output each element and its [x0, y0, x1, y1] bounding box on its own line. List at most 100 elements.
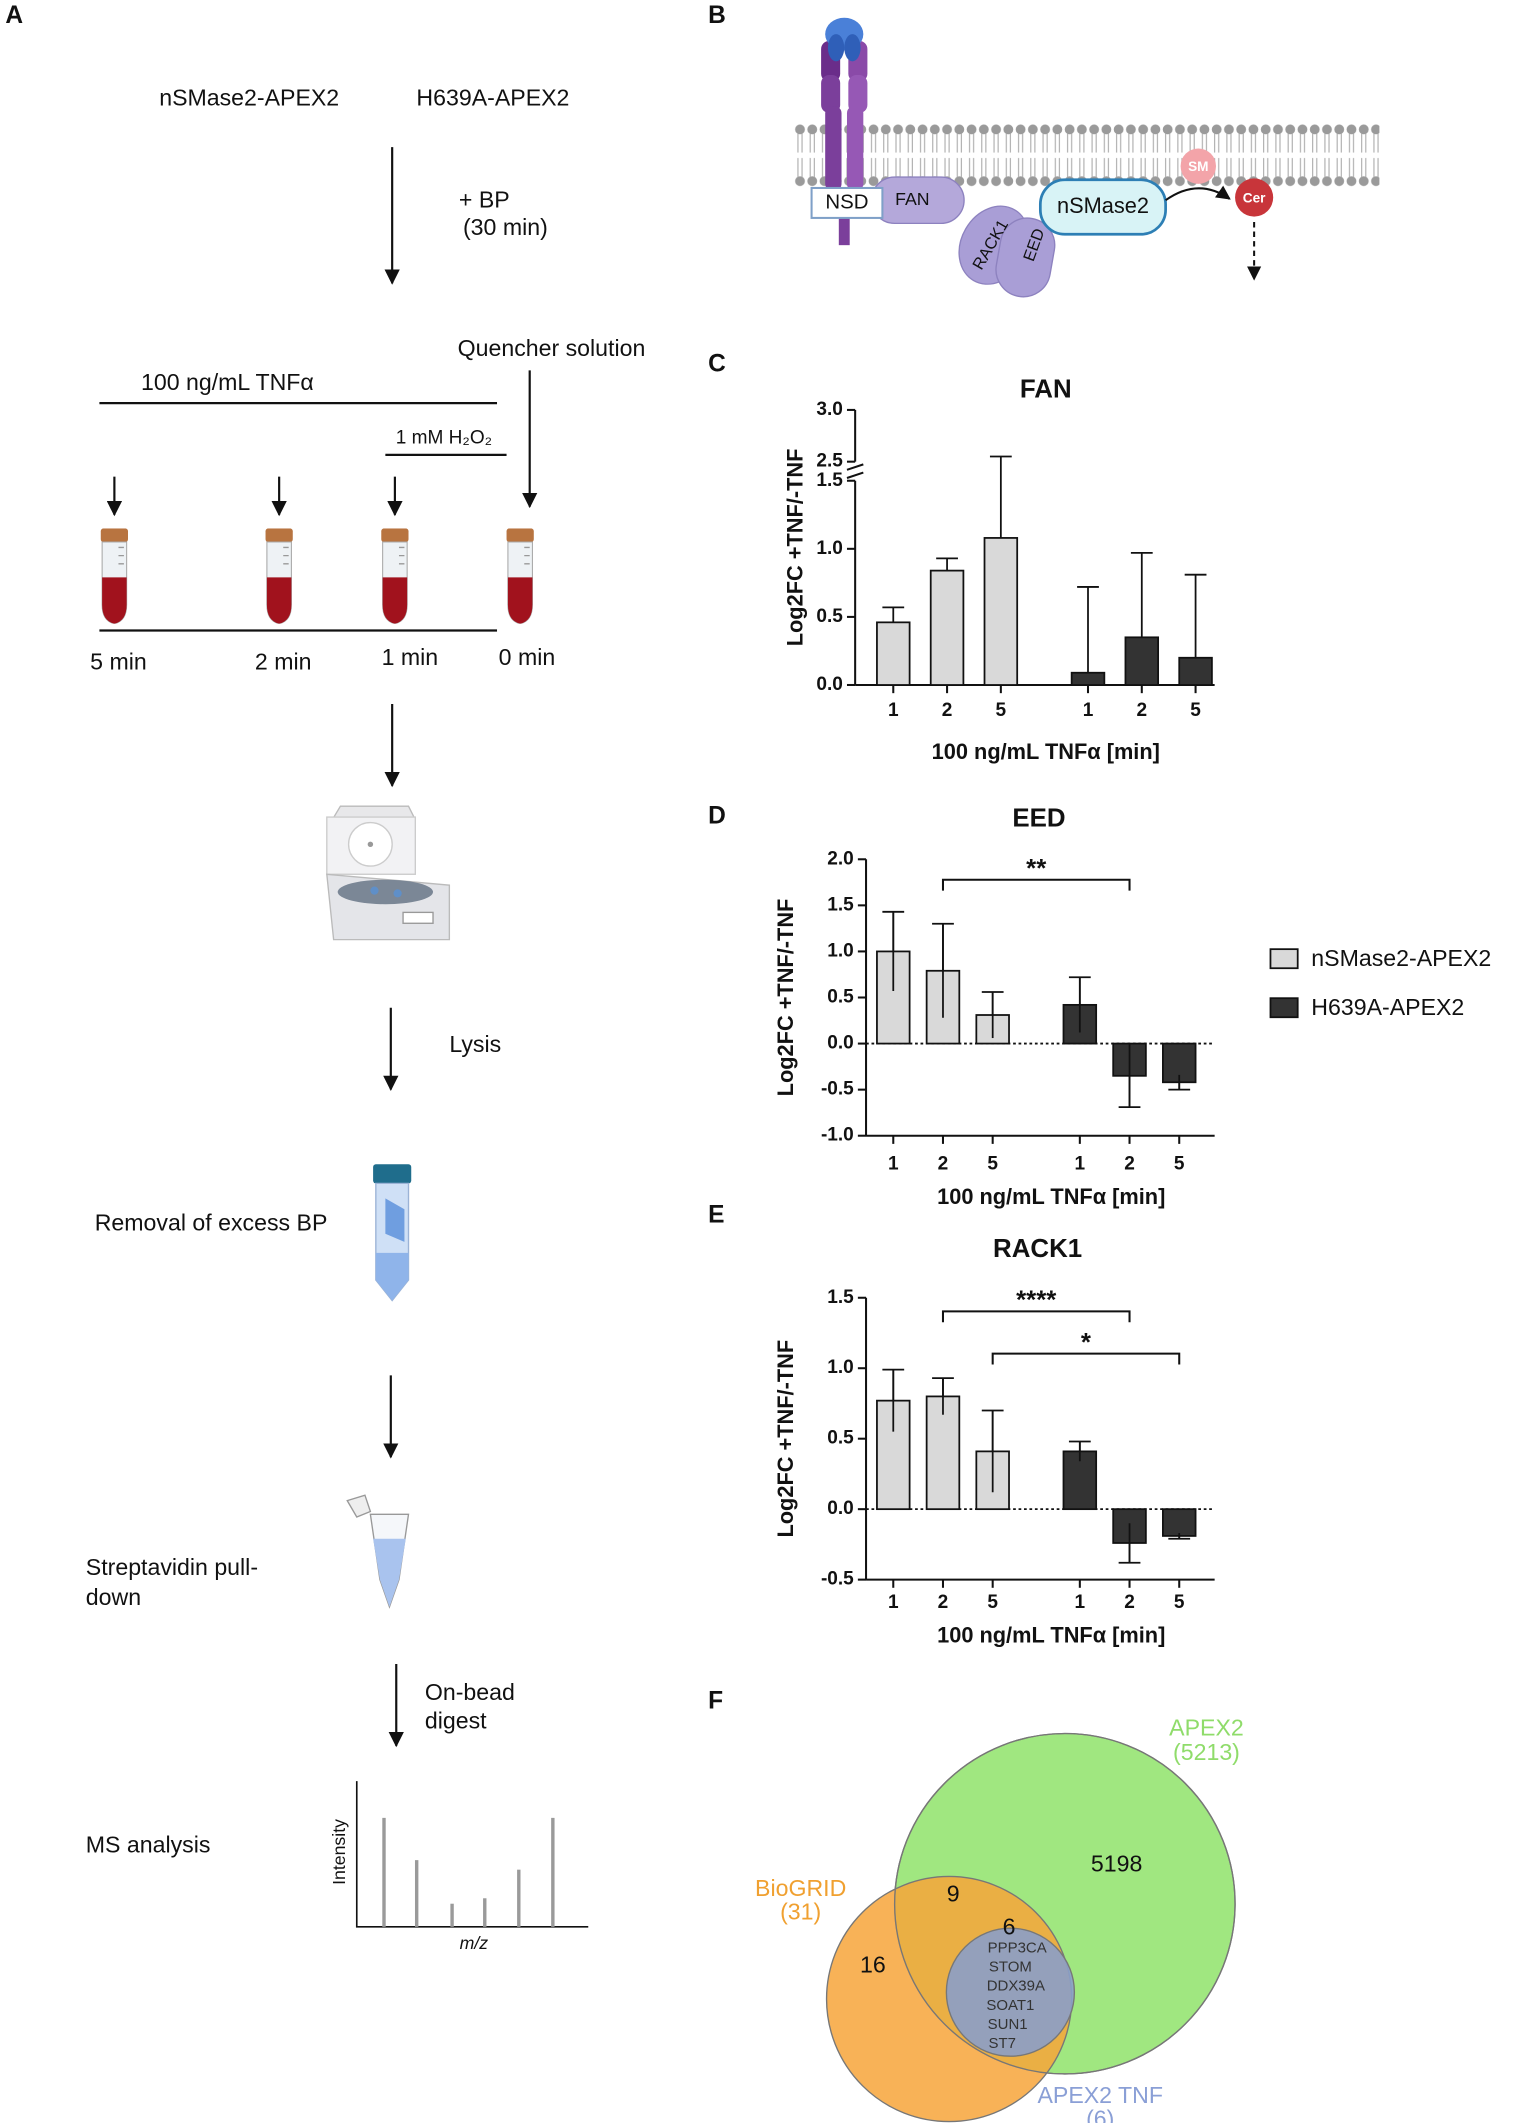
x-axis-label: 100 ng/mL TNFα [min]	[937, 1184, 1165, 1209]
y-axis-label: Log2FC +TNF/-TNF	[773, 899, 798, 1097]
gene: STOM	[989, 1959, 1032, 1976]
gene: DDX39A	[987, 1978, 1045, 1995]
x-tick-label: 1	[1075, 1153, 1086, 1174]
significance-bracket	[991, 1352, 1181, 1365]
eppendorf-icon	[346, 1494, 410, 1609]
panel-label: B	[708, 2, 726, 29]
tube	[507, 528, 534, 623]
y-tick-label: 0.0	[816, 674, 842, 695]
gene: SUN1	[988, 2016, 1028, 2033]
set-count: (6)	[1086, 2105, 1114, 2123]
x-tick-label: 2	[942, 700, 953, 721]
panel-label: D	[708, 803, 726, 830]
construct: H639A-APEX2	[416, 85, 569, 111]
y-axis-label: Log2FC +TNF/-TNF	[782, 449, 807, 647]
y-tick-label: 1.0	[827, 1357, 853, 1378]
legend-swatch	[1269, 997, 1299, 1019]
significance-label: **	[1026, 855, 1047, 883]
y-tick-label: 0.0	[827, 1033, 853, 1054]
x-tick-label: 5	[1190, 700, 1201, 721]
tube	[381, 528, 408, 623]
step-label: 1 mM H₂O₂	[396, 428, 492, 449]
legend-swatch	[1269, 948, 1299, 970]
x-tick-label: 2	[938, 1153, 949, 1174]
x-tick-label: 5	[987, 1592, 998, 1613]
x-tick-label: 1	[888, 700, 899, 721]
step-label: down	[86, 1584, 141, 1610]
x-tick-label: 2	[938, 1592, 949, 1613]
significance-label: ****	[1016, 1287, 1057, 1315]
step-label: Removal of excess BP	[95, 1209, 328, 1235]
step-label: Streptavidin pull-	[86, 1554, 258, 1580]
panel-label: A	[5, 2, 23, 29]
y-tick-label: -0.5	[821, 1569, 854, 1590]
tube	[101, 528, 128, 623]
ms-spectrum-icon	[355, 1781, 589, 1928]
step-label: Lysis	[449, 1031, 501, 1057]
step-label: digest	[425, 1708, 487, 1734]
gene: SOAT1	[986, 1997, 1034, 2014]
axis-break	[846, 463, 864, 479]
x-tick-label: 2	[1124, 1153, 1135, 1174]
membrane-diagram: NSD FAN RACK1 EED nSMase2 SM Cer	[793, 17, 1380, 298]
tube	[266, 528, 293, 623]
bar	[876, 621, 911, 686]
region-count: 16	[860, 1951, 886, 1977]
y-tick-label: 1.0	[827, 940, 853, 961]
x-tick-label: 1	[1075, 1592, 1086, 1613]
protein-label: NSD	[825, 191, 868, 213]
error-bar	[936, 557, 958, 571]
filter-tube-icon	[373, 1164, 412, 1302]
x-axis-label: 100 ng/mL TNFα [min]	[932, 739, 1160, 764]
error-bar	[1130, 552, 1153, 638]
step-label: MS analysis	[86, 1832, 211, 1858]
x-tick-label: 1	[888, 1153, 899, 1174]
step-label: + BP	[459, 187, 510, 213]
gene: ST7	[988, 2035, 1015, 2052]
lipid-label: SM	[1188, 159, 1208, 174]
timepoint: 0 min	[499, 644, 556, 670]
y-tick-label: 1.5	[827, 1287, 854, 1308]
y-tick-label: 0.5	[827, 987, 854, 1008]
y-tick-label: 0.5	[816, 606, 843, 627]
step-label: (30 min)	[463, 214, 548, 240]
set-label: BioGRID	[755, 1875, 846, 1901]
x-tick-label: 5	[996, 700, 1007, 721]
legend-label: H639A-APEX2	[1311, 994, 1464, 1020]
x-tick-label: 5	[987, 1153, 998, 1174]
workflow: nSMase2-APEX2 H639A-APEX2 + BP (30 min) …	[86, 85, 646, 1954]
axis-label: Intensity	[329, 1819, 349, 1885]
step-label: 100 ng/mL TNFα	[141, 369, 314, 395]
axis-label: m/z	[460, 1933, 489, 1953]
x-tick-label: 1	[888, 1592, 899, 1613]
y-tick-label: 0.5	[827, 1428, 854, 1449]
y-tick-label: 2.0	[827, 848, 853, 869]
construct: nSMase2-APEX2	[159, 85, 339, 111]
y-tick-label: 1.5	[827, 894, 854, 915]
significance-bracket	[941, 878, 1131, 891]
venn-set	[945, 1927, 1076, 2057]
bar	[1162, 1508, 1197, 1537]
bar	[1124, 636, 1160, 686]
step-label: On-bead	[425, 1679, 515, 1705]
chart-title: EED	[1012, 805, 1065, 833]
set-count: (31)	[780, 1898, 821, 1924]
x-tick-label: 1	[1083, 700, 1094, 721]
x-tick-label: 2	[1124, 1592, 1135, 1613]
x-tick-label: 5	[1174, 1153, 1185, 1174]
gene: PPP3CA	[988, 1940, 1047, 1957]
legend-label: nSMase2-APEX2	[1311, 945, 1491, 971]
bar	[1178, 656, 1213, 686]
y-tick-label: -1.0	[821, 1125, 854, 1146]
panel-label: F	[708, 1688, 723, 1715]
y-tick-label: 3.0	[816, 399, 842, 420]
region-count: 6	[1003, 1913, 1016, 1939]
significance-label: *	[1081, 1329, 1092, 1357]
panel-label: E	[708, 1202, 724, 1229]
lipid-label: Cer	[1243, 190, 1266, 205]
set-count: (5213)	[1173, 1739, 1240, 1765]
region-count: 9	[947, 1881, 960, 1907]
y-tick-label: 1.0	[816, 538, 842, 559]
y-axis-label: Log2FC +TNF/-TNF	[773, 1340, 798, 1538]
protein-label: nSMase2	[1057, 193, 1149, 218]
